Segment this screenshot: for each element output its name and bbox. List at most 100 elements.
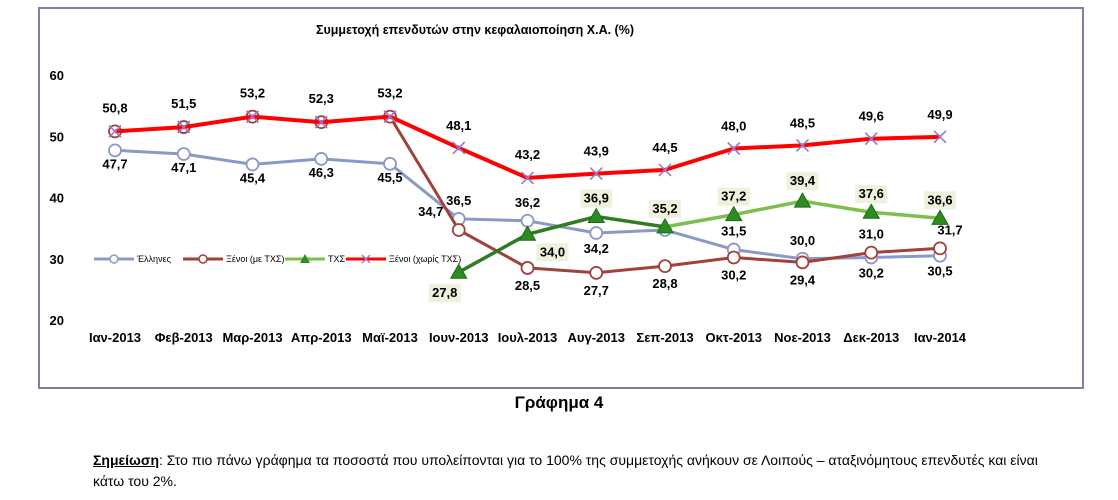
data-label: 36,6 (927, 192, 952, 207)
point-marker (383, 156, 397, 171)
point-marker (793, 192, 812, 208)
point-marker (864, 245, 879, 260)
legend-label: Ξένοι (χωρίς ΤΧΣ) (389, 254, 461, 264)
data-label: 31,0 (859, 227, 884, 242)
figure-caption: Γράφημα 4 (514, 393, 604, 412)
data-label: 30,5 (927, 264, 952, 279)
point-marker (933, 241, 947, 256)
point-marker (108, 143, 122, 158)
data-label: 29,4 (790, 272, 816, 287)
point-marker (383, 110, 397, 124)
note-text: : Στο πιο πάνω γράφημα τα ποσοστά που υπ… (93, 452, 1038, 489)
data-label-box (717, 187, 750, 206)
point-marker (589, 167, 603, 181)
point-marker (862, 203, 881, 219)
y-tick-label: 30 (50, 252, 64, 267)
data-label: 30,0 (790, 233, 815, 248)
data-label: 53,2 (240, 86, 265, 101)
data-label: 34,0 (540, 244, 565, 259)
point-marker (449, 263, 468, 279)
data-label: 45,5 (377, 170, 402, 185)
data-label: 49,6 (859, 109, 884, 124)
x-tick-label: Σεπ-2013 (636, 330, 693, 345)
data-label: 34,7 (418, 204, 443, 219)
x-tick-label: Οκτ-2013 (706, 330, 762, 345)
data-label-box (580, 189, 613, 208)
point-marker (314, 152, 329, 166)
y-tick-label: 60 (50, 68, 64, 83)
x-tick-label: Μαρ-2013 (222, 330, 282, 345)
legend-label: ΤΧΣ (328, 254, 346, 264)
x-tick-label: Μαϊ-2013 (362, 330, 418, 345)
x-tick-label: Νοε-2013 (774, 330, 831, 345)
point-marker (658, 163, 672, 177)
legend-marker (198, 254, 208, 264)
data-label: 48,0 (721, 119, 746, 134)
legend-marker (300, 254, 310, 263)
data-label: 51,5 (171, 96, 196, 111)
point-marker (520, 213, 535, 228)
point-marker (587, 207, 606, 223)
point-marker (795, 138, 810, 153)
note-paragraph: Σημείωση: Στο πιο πάνω γράφημα τα ποσοστ… (93, 450, 1053, 492)
data-label: 36,2 (515, 195, 540, 210)
point-marker (589, 226, 604, 240)
data-label: 28,8 (652, 276, 677, 291)
point-marker (245, 110, 260, 124)
legend-marker (361, 254, 371, 264)
data-label: 27,7 (584, 283, 609, 298)
point-marker (795, 255, 810, 270)
data-label: 44,5 (652, 140, 677, 155)
data-label: 35,2 (652, 201, 677, 216)
point-marker (452, 141, 466, 155)
chart-frame: 20 30 40 50 60 Ιαν-2013 Φεβ-2013 Μαρ-2013 Απρ-20… (38, 7, 1084, 389)
x-tick-label: Ιαν-2013 (89, 330, 141, 345)
point-marker (933, 130, 947, 144)
point-marker (727, 141, 741, 156)
data-label: 43,2 (515, 147, 540, 162)
data-label: 47,1 (171, 160, 196, 175)
point-marker (176, 147, 191, 161)
y-tick-label: 20 (50, 313, 64, 328)
data-label: 28,5 (515, 278, 540, 293)
data-label: 48,1 (446, 118, 471, 133)
point-marker (314, 115, 328, 129)
point-marker (108, 124, 122, 138)
point-marker (658, 259, 672, 274)
data-label: 45,4 (240, 170, 266, 185)
data-label: 49,9 (927, 107, 952, 122)
data-label: 34,2 (584, 241, 609, 256)
point-marker (589, 265, 604, 280)
point-marker (245, 157, 260, 172)
data-label-box (428, 284, 461, 303)
x-tick-label: Ιουλ-2013 (498, 330, 558, 345)
point-marker (177, 120, 191, 134)
data-label: 37,2 (721, 189, 746, 204)
data-label: 27,8 (432, 285, 457, 300)
data-label: 43,9 (584, 144, 609, 159)
note-label: Σημείωση (93, 452, 160, 468)
data-label-box (786, 172, 819, 191)
point-marker (520, 171, 535, 185)
data-label: 31,7 (937, 222, 962, 237)
data-label: 50,8 (102, 100, 127, 115)
x-tick-label: Φεβ-2013 (155, 330, 213, 345)
data-label: 52,3 (309, 91, 334, 106)
x-tick-label: Αυγ-2013 (568, 330, 625, 345)
data-label-box (649, 199, 681, 218)
data-label: 30,2 (721, 268, 746, 283)
chart-title: Συμμετοχή επενδυτών στην κεφαλαιοποίηση … (316, 23, 634, 37)
data-label-box (536, 243, 569, 262)
point-marker (931, 209, 949, 225)
legend-marker (109, 254, 119, 264)
x-tick-label: Ιαν-2014 (914, 330, 967, 345)
data-label: 36,5 (446, 193, 471, 208)
data-label: 46,3 (309, 165, 334, 180)
point-marker (656, 217, 674, 234)
point-marker (520, 261, 535, 275)
data-label-box (924, 191, 956, 210)
x-tick-label: Δεκ-2013 (843, 330, 899, 345)
data-label: 47,7 (102, 156, 127, 171)
legend-label: Ξένοι (με ΤΧΣ) (226, 254, 284, 264)
data-label: 39,4 (790, 173, 816, 188)
